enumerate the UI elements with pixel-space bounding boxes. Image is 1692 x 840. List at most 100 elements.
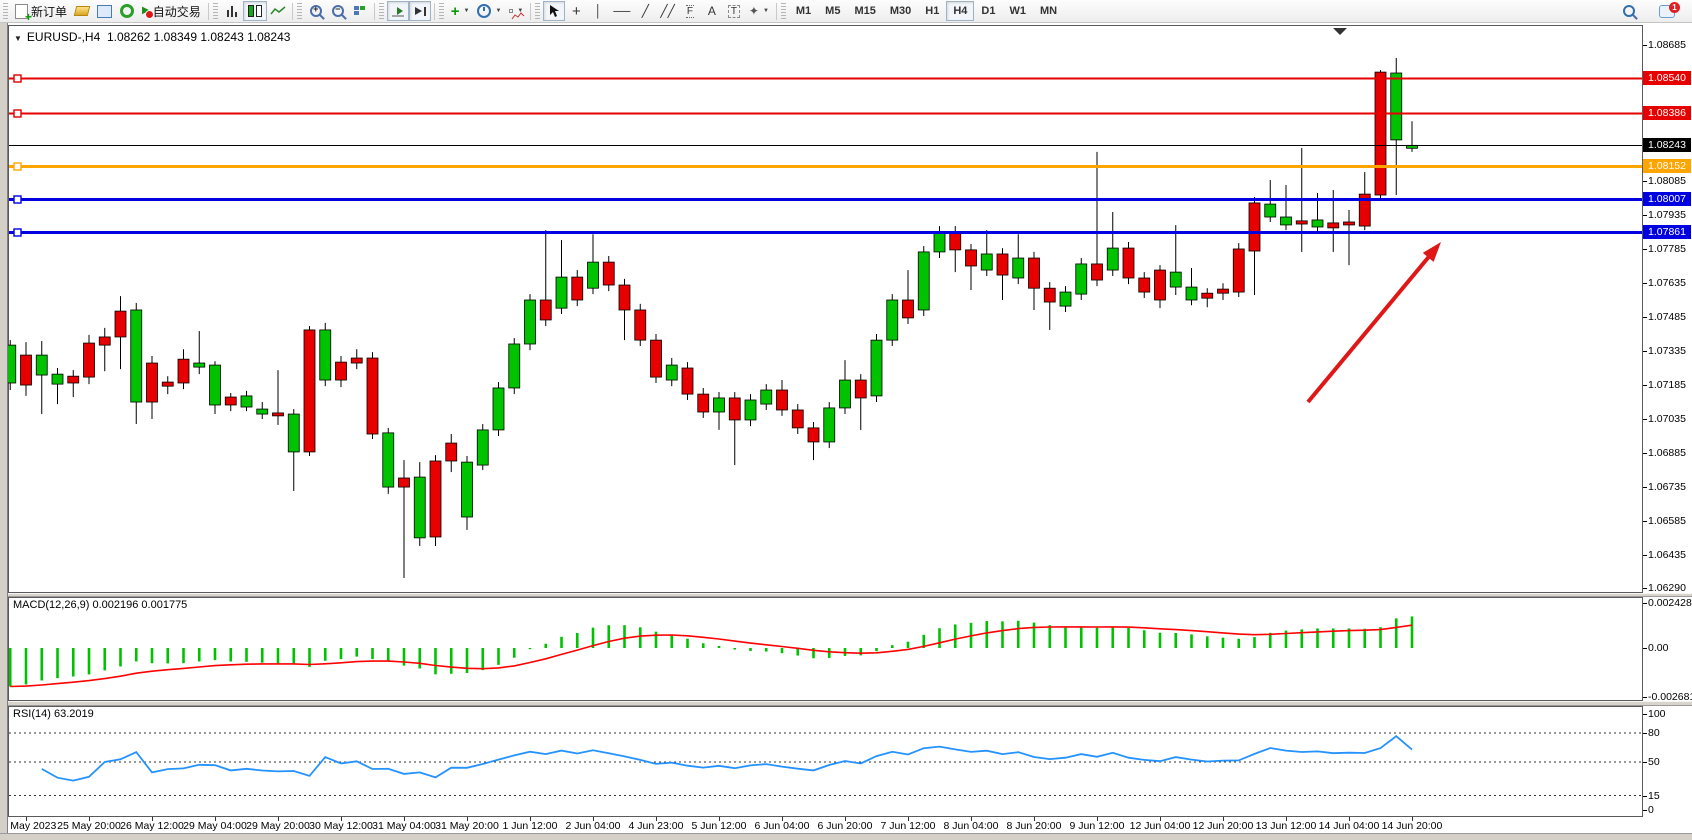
chevron-down-icon[interactable]: ▼ (517, 8, 524, 14)
axis-tick (1643, 453, 1647, 454)
toolbar-separator (433, 2, 435, 20)
candlestick-chart-button[interactable] (242, 1, 267, 21)
trendline-button[interactable]: ╱ (634, 1, 656, 21)
styles-button[interactable] (71, 1, 93, 21)
new-order-button[interactable]: + 新订单 (11, 1, 71, 23)
text-label-button[interactable]: T (723, 1, 745, 21)
timeframe-d1-button[interactable]: D1 (974, 1, 1002, 21)
timeframe-mn-button[interactable]: MN (1033, 1, 1064, 21)
time-label: 4 Jun 23:00 (628, 820, 684, 832)
channel-button[interactable]: ╱╱ (656, 1, 678, 21)
rsi-value: 63.2019 (53, 708, 94, 720)
time-label: 31 May 04:00 (372, 820, 436, 832)
timeframe-m30-button[interactable]: M30 (883, 1, 918, 21)
toolbar-grip[interactable] (212, 3, 218, 19)
timeframe-m5-button[interactable]: M5 (818, 1, 847, 21)
toolbar-grip[interactable] (438, 3, 444, 19)
template-icon (509, 9, 525, 20)
shapes-button[interactable]: ✦ ▼ (745, 1, 773, 21)
fibonacci-button[interactable]: F (679, 1, 701, 21)
periods-button[interactable]: ▼ (473, 1, 505, 21)
axis-tick (1643, 697, 1647, 698)
time-tick (1160, 817, 1161, 821)
time-tick (530, 817, 531, 821)
auto-trading-button[interactable]: ▶自动交易 (138, 1, 205, 21)
toolbar-grip[interactable] (535, 3, 541, 19)
templates-button[interactable]: ▼ (505, 1, 527, 21)
auto-scroll-icon (391, 6, 404, 16)
auto-scroll-button[interactable] (386, 1, 409, 21)
timeframe-h4-button[interactable]: H4 (946, 1, 975, 21)
zoom-out-button[interactable]: − (327, 1, 349, 21)
macd-values: 0.002196 0.001775 (92, 599, 188, 611)
time-label: 25 May 20:00 (57, 820, 121, 832)
timeframe-m1-button[interactable]: M1 (789, 1, 818, 21)
price-line-label: 1.07861 (1643, 224, 1691, 239)
chat-icon: 1 (1659, 1, 1680, 18)
market-watch-button[interactable] (116, 1, 138, 21)
panel-splitter-rsi[interactable] (0, 701, 1692, 706)
macd-panel[interactable] (8, 597, 1643, 701)
toolbar-grip[interactable] (780, 3, 786, 19)
notifications-button[interactable]: 1 (1652, 0, 1682, 22)
horizontal-line-button[interactable]: ── (609, 1, 634, 21)
text-button[interactable]: A (701, 1, 723, 21)
time-tick (719, 817, 720, 821)
chevron-down-icon[interactable]: ▼ (463, 8, 470, 14)
timeframe-h1-button[interactable]: H1 (918, 1, 946, 21)
timeframe-w1-button[interactable]: W1 (1002, 1, 1033, 21)
axis-tick (1643, 714, 1647, 715)
axis-tick (1643, 45, 1647, 46)
bar-chart-button[interactable] (221, 1, 243, 21)
cursor-button[interactable] (543, 1, 566, 21)
chart-ohlc-values: 1.08262 1.08349 1.08243 1.08243 (106, 30, 291, 44)
panel-splitter-macd[interactable] (0, 593, 1692, 597)
time-tick (1412, 817, 1413, 821)
axis-tick (1643, 487, 1647, 488)
toolbar-separator (775, 2, 777, 20)
window-bottom-edge (0, 833, 1692, 840)
time-label: 12 Jun 04:00 (1129, 820, 1191, 832)
crosshair-icon: + (572, 2, 581, 20)
indicators-button[interactable]: + ▼ (447, 1, 474, 21)
crosshair-button[interactable]: + (565, 1, 587, 21)
chevron-down-icon[interactable]: ▼ (495, 8, 502, 14)
chart-shift-button[interactable] (408, 1, 431, 21)
shapes-icon: ✦ (748, 4, 759, 18)
chevron-down-icon[interactable]: ▼ (14, 34, 22, 43)
fibonacci-icon: F (685, 4, 694, 18)
toolbar-grip[interactable] (378, 3, 384, 19)
time-tick (1349, 817, 1350, 821)
charts-window-button[interactable] (93, 1, 116, 21)
line-chart-button[interactable] (267, 1, 289, 21)
timeframe-m15-button[interactable]: M15 (847, 1, 882, 21)
time-label: 29 May 20:00 (246, 820, 310, 832)
time-tick (1034, 817, 1035, 821)
axis-tick (1643, 733, 1647, 734)
toolbar-grip[interactable] (3, 3, 8, 19)
auto-trading-button-label: 自动交易 (152, 4, 201, 19)
toolbar-separator (373, 2, 375, 20)
search-button[interactable] (1614, 0, 1644, 22)
axis-tick (1643, 351, 1647, 352)
chevron-down-icon[interactable]: ▼ (762, 8, 769, 14)
zoom-in-button[interactable]: + (305, 1, 327, 21)
time-tick (26, 817, 27, 821)
rsi-panel[interactable] (8, 706, 1643, 817)
macd-tick-label: -0.002681 (1648, 691, 1692, 704)
time-label: 12 Jun 20:00 (1192, 820, 1254, 832)
time-label: 2 Jun 04:00 (565, 820, 621, 832)
tile-windows-button[interactable] (349, 1, 371, 21)
macd-tick-label: 0.002428 (1648, 597, 1692, 610)
price-tick-label: 1.07335 (1648, 345, 1686, 358)
time-label: 6 Jun 20:00 (817, 820, 873, 832)
new-order-icon: + (15, 3, 32, 23)
toolbar-separator (291, 2, 293, 20)
price-chart[interactable] (8, 25, 1643, 593)
axis-tick (1643, 181, 1647, 182)
vertical-line-button[interactable]: │ (587, 1, 609, 21)
toolbar-separator (207, 2, 209, 20)
axis-tick (1643, 588, 1647, 589)
toolbar-grip[interactable] (296, 3, 302, 19)
rsi-tick-label: 100 (1648, 708, 1666, 720)
